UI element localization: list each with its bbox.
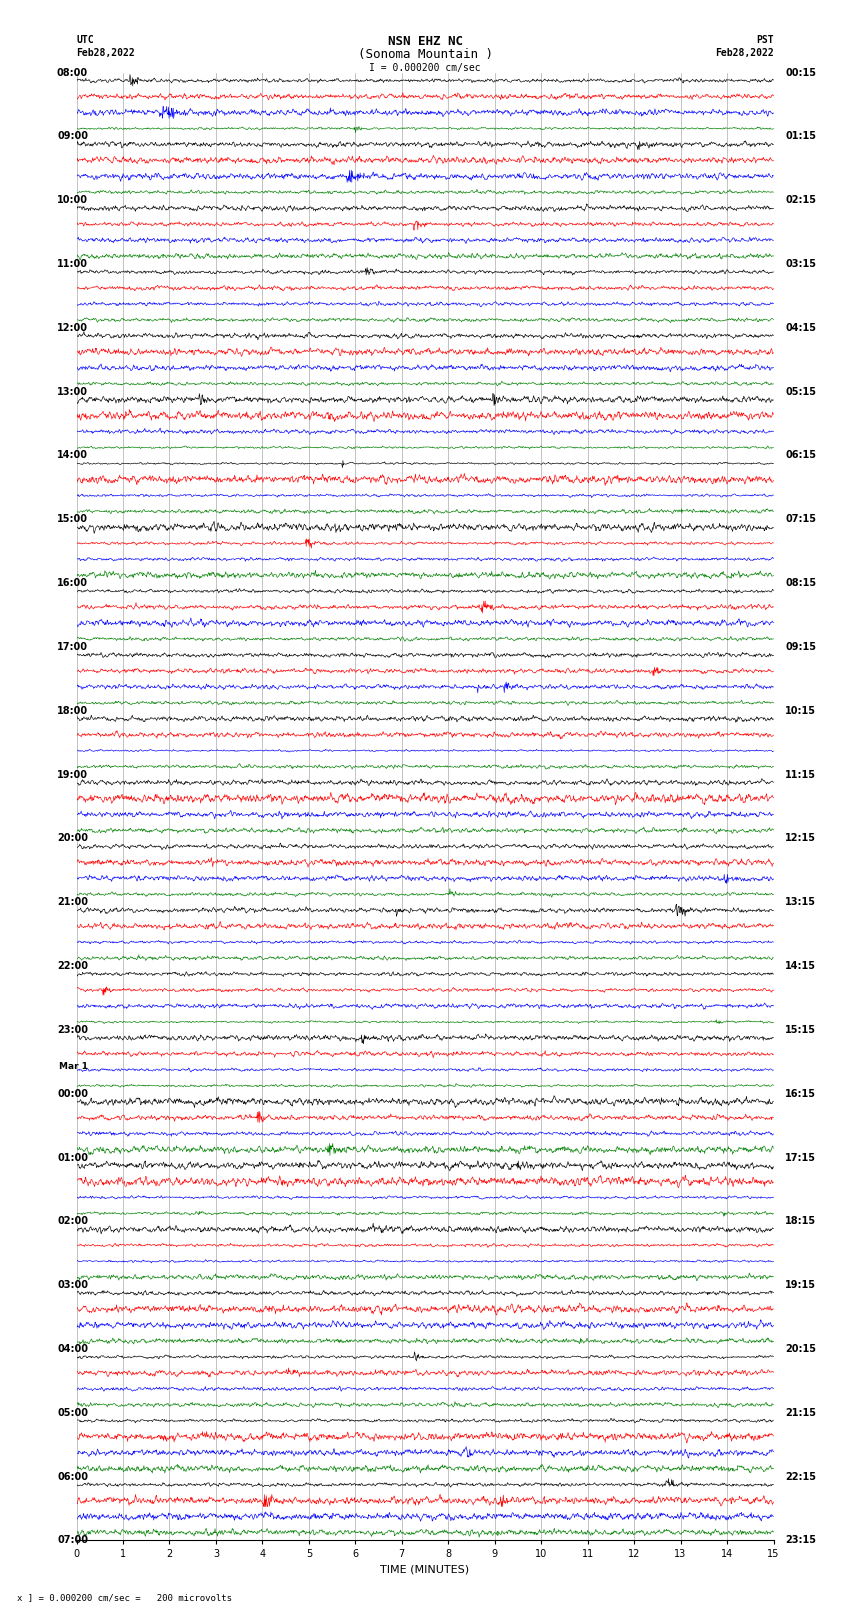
Text: 14:15: 14:15 [785,961,816,971]
Text: 09:00: 09:00 [57,131,88,142]
Text: 01:00: 01:00 [57,1153,88,1163]
Text: 22:15: 22:15 [785,1471,816,1482]
Text: x ] = 0.000200 cm/sec =   200 microvolts: x ] = 0.000200 cm/sec = 200 microvolts [17,1592,232,1602]
Text: Mar 1: Mar 1 [60,1061,88,1071]
Text: 10:00: 10:00 [57,195,88,205]
Text: 12:00: 12:00 [57,323,88,332]
X-axis label: TIME (MINUTES): TIME (MINUTES) [381,1565,469,1574]
Text: 11:15: 11:15 [785,769,816,779]
Text: Feb28,2022: Feb28,2022 [715,48,774,58]
Text: 07:15: 07:15 [785,515,816,524]
Text: 16:15: 16:15 [785,1089,816,1098]
Text: 00:15: 00:15 [785,68,816,77]
Text: 18:00: 18:00 [57,706,88,716]
Text: 19:00: 19:00 [57,769,88,779]
Text: 02:15: 02:15 [785,195,816,205]
Text: 03:00: 03:00 [57,1281,88,1290]
Text: I = 0.000200 cm/sec: I = 0.000200 cm/sec [369,63,481,73]
Text: 05:00: 05:00 [57,1408,88,1418]
Text: 15:00: 15:00 [57,515,88,524]
Text: 00:00: 00:00 [57,1089,88,1098]
Text: 07:00: 07:00 [57,1536,88,1545]
Text: 06:15: 06:15 [785,450,816,460]
Text: 09:15: 09:15 [785,642,816,652]
Text: 21:15: 21:15 [785,1408,816,1418]
Text: 02:00: 02:00 [57,1216,88,1226]
Text: 21:00: 21:00 [57,897,88,907]
Text: 14:00: 14:00 [57,450,88,460]
Text: UTC: UTC [76,35,94,45]
Text: 06:00: 06:00 [57,1471,88,1482]
Text: 23:15: 23:15 [785,1536,816,1545]
Text: 16:00: 16:00 [57,577,88,589]
Text: 17:15: 17:15 [785,1153,816,1163]
Text: 15:15: 15:15 [785,1024,816,1036]
Text: 18:15: 18:15 [785,1216,816,1226]
Text: 20:00: 20:00 [57,834,88,844]
Text: NSN EHZ NC: NSN EHZ NC [388,35,462,48]
Text: 13:00: 13:00 [57,387,88,397]
Text: 08:00: 08:00 [57,68,88,77]
Text: 12:15: 12:15 [785,834,816,844]
Text: 05:15: 05:15 [785,387,816,397]
Text: 03:15: 03:15 [785,260,816,269]
Text: Feb28,2022: Feb28,2022 [76,48,135,58]
Text: 17:00: 17:00 [57,642,88,652]
Text: 20:15: 20:15 [785,1344,816,1353]
Text: PST: PST [756,35,774,45]
Text: 04:00: 04:00 [57,1344,88,1353]
Text: 11:00: 11:00 [57,260,88,269]
Text: 04:15: 04:15 [785,323,816,332]
Text: 08:15: 08:15 [785,577,816,589]
Text: 19:15: 19:15 [785,1281,816,1290]
Text: 01:15: 01:15 [785,131,816,142]
Text: 10:15: 10:15 [785,706,816,716]
Text: 23:00: 23:00 [57,1024,88,1036]
Text: 22:00: 22:00 [57,961,88,971]
Text: 13:15: 13:15 [785,897,816,907]
Text: (Sonoma Mountain ): (Sonoma Mountain ) [358,48,492,61]
